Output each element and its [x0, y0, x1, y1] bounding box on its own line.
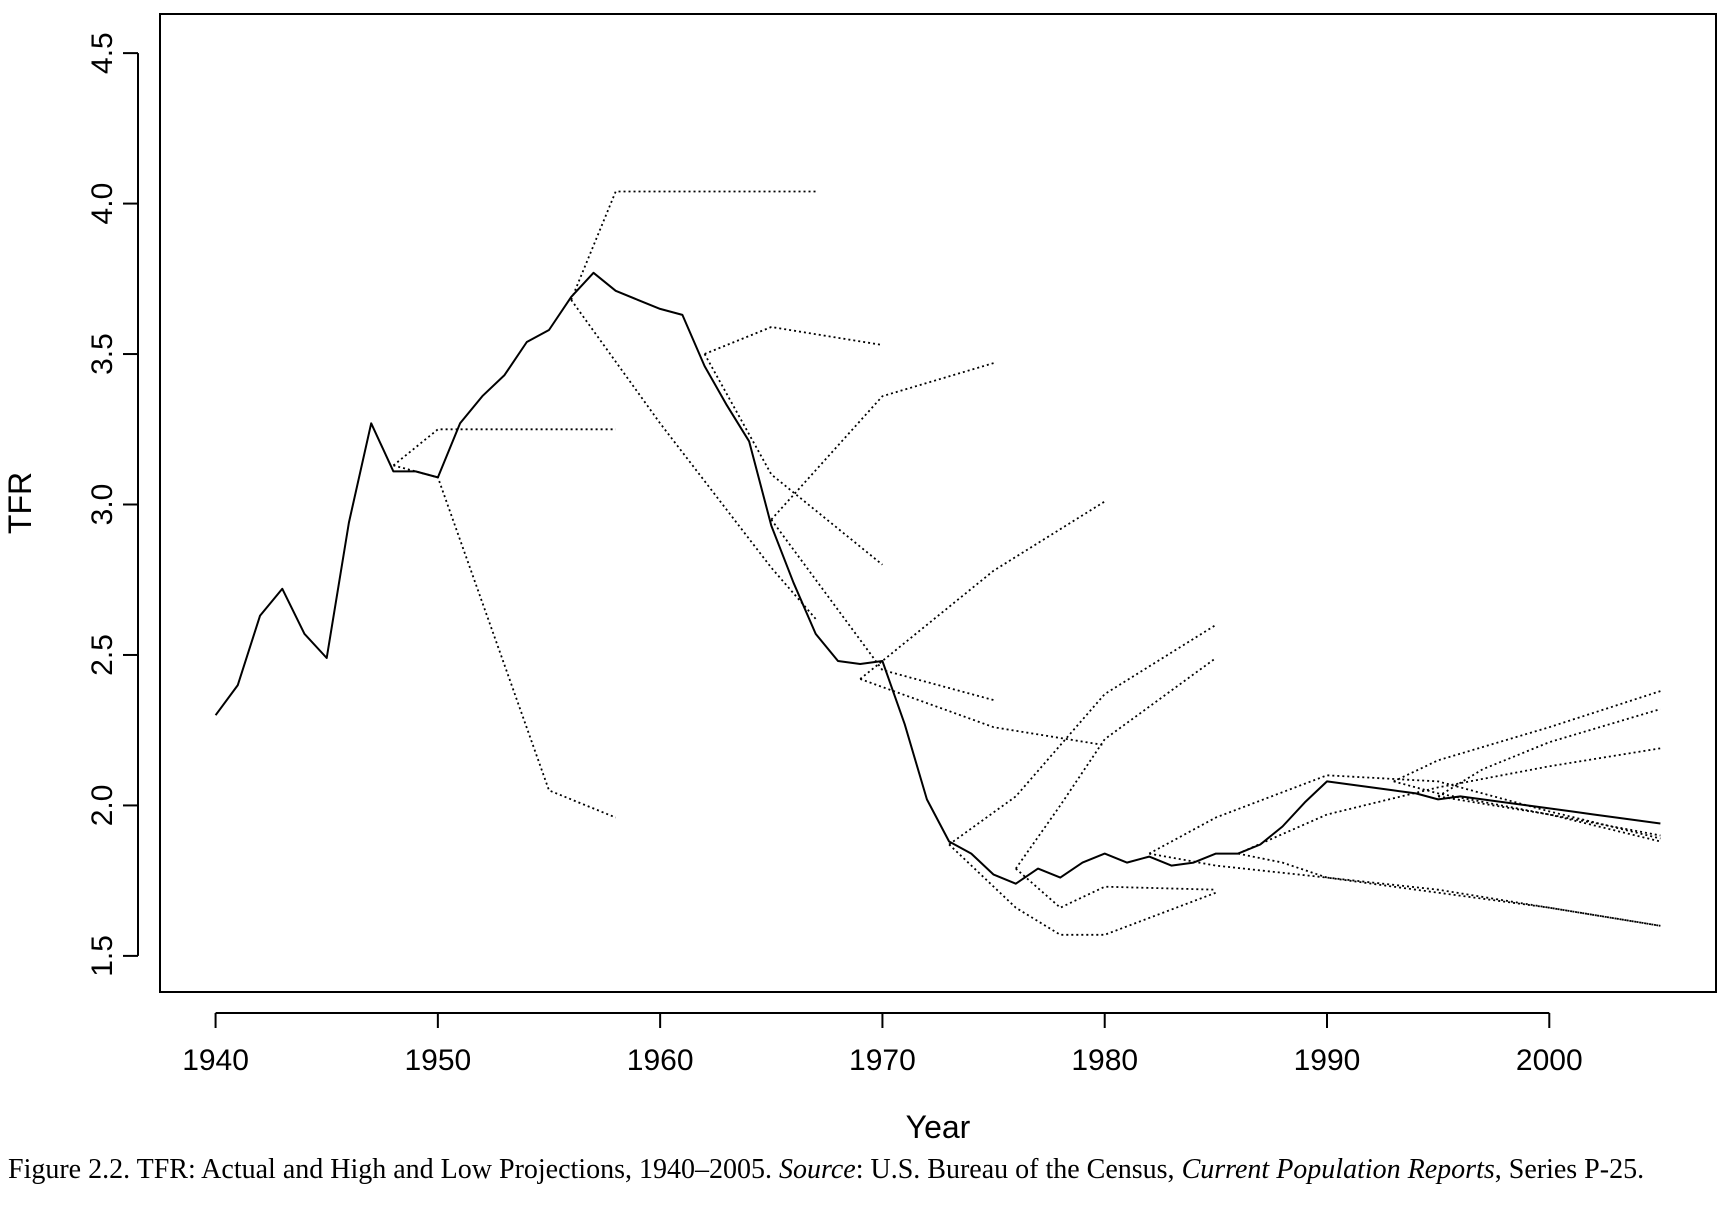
projection-series-1	[392, 428, 616, 467]
y-tick-label: 4.0	[86, 183, 119, 225]
projection-series-20	[1393, 780, 1661, 843]
series-layer	[214, 190, 1661, 936]
caption-source-agency: : U.S. Bureau of the Census,	[855, 1154, 1182, 1185]
projection-series-11	[948, 624, 1217, 846]
projection-series-18	[1237, 852, 1661, 927]
y-tick-label: 2.0	[86, 785, 119, 827]
x-tick-label: 1980	[1071, 1044, 1138, 1077]
projection-series-5	[704, 326, 883, 355]
y-axis-title: TFR	[2, 472, 38, 534]
projection-series-16	[1149, 852, 1661, 927]
caption-figure-label: Figure 2.2. TFR: Actual and High and Low…	[8, 1154, 772, 1185]
y-tick-label: 3.5	[86, 333, 119, 375]
x-axis-title: Year	[906, 1109, 971, 1145]
projection-series-6	[703, 353, 883, 566]
x-tick-label: 2000	[1516, 1044, 1583, 1077]
x-axis: 1940 1950 1960 1970 1980 1990 2000	[182, 1012, 1583, 1077]
projection-series-9	[859, 500, 1106, 680]
x-tick-label: 1990	[1294, 1044, 1361, 1077]
figure-caption: Figure 2.2. TFR: Actual and High and Low…	[8, 1153, 1724, 1187]
caption-series: , Series P-25.	[1494, 1154, 1645, 1185]
projection-series-13	[1015, 657, 1217, 870]
projection-series-21	[1437, 708, 1661, 798]
actual-tfr-series	[214, 271, 1661, 885]
projection-series-4	[570, 299, 817, 620]
projection-series-2	[393, 464, 617, 819]
x-tick-label: 1940	[182, 1044, 249, 1077]
projection-series-17	[1237, 747, 1661, 855]
y-tick-label: 3.0	[86, 484, 119, 526]
projection-series-3	[570, 190, 816, 301]
tfr-line-chart: 1940 1950 1960 1970 1980 1990 2000 1.5 2.0 2.5 3.…	[2, 13, 1717, 1145]
caption-source-label: Source	[778, 1154, 856, 1185]
projection-series-10	[859, 678, 1105, 747]
projection-series-14	[1015, 867, 1216, 909]
projection-series-7	[770, 362, 994, 521]
projection-series-15	[1148, 774, 1661, 855]
projection-series-22	[1437, 795, 1661, 837]
y-tick-label: 4.5	[86, 32, 119, 74]
projection-series-8	[770, 519, 994, 701]
y-axis: 1.5 2.0 2.5 3.0 3.5 4.0 4.5	[86, 32, 139, 977]
plot-frame	[159, 13, 1717, 993]
y-tick-label: 2.5	[86, 634, 119, 676]
caption-publication: Current Population Reports	[1181, 1154, 1495, 1185]
x-tick-label: 1960	[627, 1044, 694, 1077]
projection-series-19	[1393, 690, 1661, 783]
x-tick-label: 1950	[404, 1044, 471, 1077]
projection-series-12	[948, 843, 1217, 936]
x-tick-label: 1970	[849, 1044, 916, 1077]
y-tick-label: 1.5	[86, 935, 119, 977]
